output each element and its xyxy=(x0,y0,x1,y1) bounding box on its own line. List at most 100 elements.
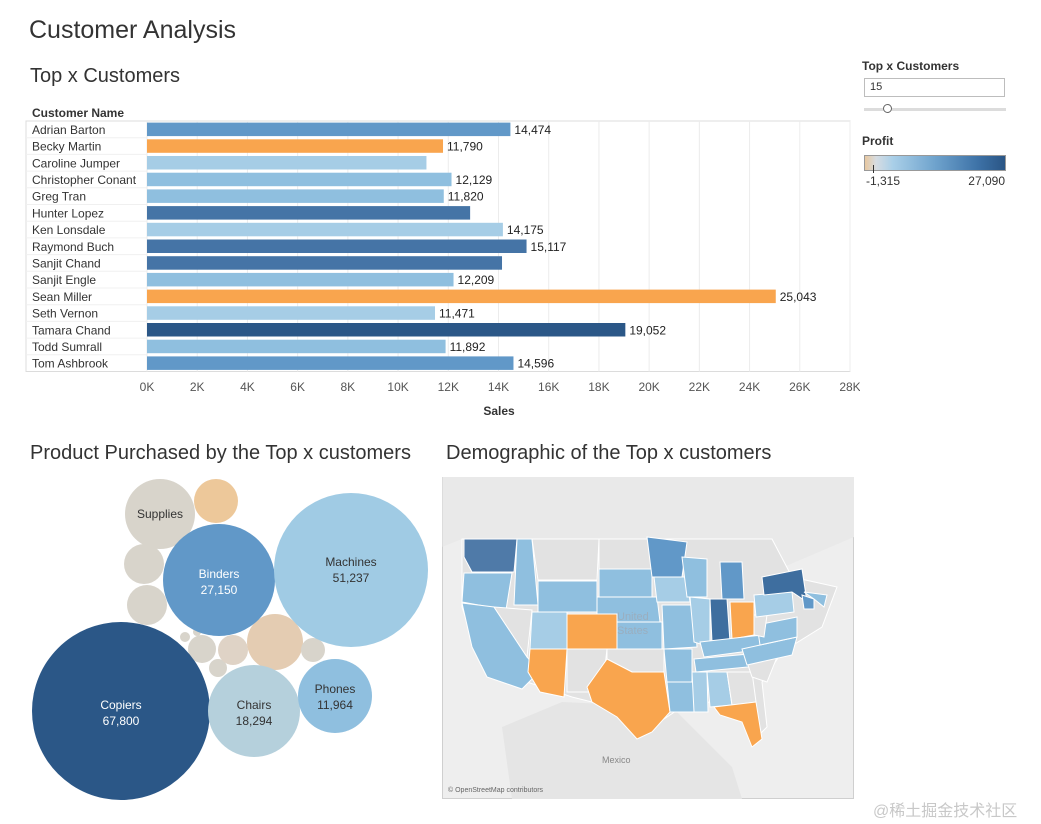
bubble-binders[interactable]: Binders 27,150 xyxy=(163,524,275,636)
sales-bar[interactable] xyxy=(147,339,446,354)
sales-bar[interactable] xyxy=(147,356,514,370)
customer-row[interactable]: Hunter Lopez xyxy=(32,206,471,220)
bubble-copiers-label: Copiers xyxy=(100,698,141,712)
bubble-section-title: Product Purchased by the Top x customers xyxy=(30,442,411,464)
customer-row[interactable]: Ken Lonsdale 14,175 xyxy=(32,222,544,237)
state-virginia[interactable] xyxy=(756,616,798,646)
state-massachusetts[interactable] xyxy=(803,591,828,608)
state-arizona[interactable] xyxy=(527,648,568,698)
bubble-small[interactable] xyxy=(188,635,216,663)
customer-row[interactable]: Tamara Chand 19,052 xyxy=(32,323,666,337)
sales-bar[interactable] xyxy=(147,256,503,270)
profit-legend-zero-tick xyxy=(873,165,874,173)
bubble-small[interactable] xyxy=(194,479,238,523)
x-tick-label: 14K xyxy=(488,380,509,394)
state-arkansas[interactable] xyxy=(663,648,693,683)
demographic-map[interactable]: United States Mexico © OpenStreetMap con… xyxy=(442,477,854,799)
bubble-small[interactable] xyxy=(301,638,325,662)
state-michigan[interactable] xyxy=(719,561,745,600)
customer-row[interactable]: Sean Miller 25,043 xyxy=(32,289,817,304)
customer-row[interactable]: Raymond Buch 15,117 xyxy=(32,239,567,254)
customer-row[interactable]: Seth Vernon 11,471 xyxy=(32,306,475,321)
sales-bar[interactable] xyxy=(147,122,511,137)
x-tick-label: 20K xyxy=(638,380,659,394)
state-indiana[interactable] xyxy=(709,598,731,643)
state-connecticut[interactable] xyxy=(801,594,815,610)
state-new-york[interactable] xyxy=(761,568,808,604)
state-montana[interactable] xyxy=(531,538,600,581)
bubble-chairs-label: Chairs xyxy=(237,698,272,712)
customer-row[interactable]: Adrian Barton 14,474 xyxy=(32,122,551,137)
state-wisconsin[interactable] xyxy=(681,556,708,598)
customer-name-label: Todd Sumrall xyxy=(32,340,102,354)
sales-bar[interactable] xyxy=(147,272,454,287)
state-pennsylvania[interactable] xyxy=(753,591,795,618)
state-missouri[interactable] xyxy=(661,604,698,650)
state-north-dakota[interactable] xyxy=(598,538,653,570)
state-florida[interactable] xyxy=(713,701,763,748)
customer-row[interactable]: Todd Sumrall 11,892 xyxy=(32,339,486,354)
state-nevada[interactable] xyxy=(493,606,533,659)
dashboard-title: Customer Analysis xyxy=(29,16,237,44)
bubble-machines[interactable]: Machines 51,237 xyxy=(274,493,428,647)
customer-row[interactable]: Becky Martin 11,790 xyxy=(32,139,483,154)
top-x-parameter-input[interactable]: 15 xyxy=(864,78,1005,97)
customer-row[interactable]: Sanjit Engle 12,209 xyxy=(32,272,495,287)
state-colorado[interactable] xyxy=(566,613,618,650)
bubble-copiers[interactable]: Copiers 67,800 xyxy=(32,622,210,800)
x-tick-label: 8K xyxy=(341,380,356,394)
customer-name-label: Becky Martin xyxy=(32,140,101,154)
bubble-binders-value: 27,150 xyxy=(201,583,238,597)
x-tick-label: 16K xyxy=(538,380,559,394)
customer-name-label: Tamara Chand xyxy=(32,323,111,337)
customer-row[interactable]: Greg Tran 11,820 xyxy=(32,189,484,204)
state-minnesota[interactable] xyxy=(646,536,688,578)
bubble-chairs[interactable]: Chairs 18,294 xyxy=(208,665,300,757)
bubble-small[interactable] xyxy=(180,632,190,642)
sales-bar[interactable] xyxy=(147,289,776,304)
sales-bar[interactable] xyxy=(147,189,444,203)
top-x-slider-track[interactable] xyxy=(864,108,1006,111)
mexico-land xyxy=(502,702,742,799)
bubble-small[interactable] xyxy=(209,659,227,677)
state-utah[interactable] xyxy=(529,611,568,650)
bubble-small[interactable] xyxy=(124,544,164,584)
bubble-machines-value: 51,237 xyxy=(333,571,370,585)
sales-bar[interactable] xyxy=(147,156,427,170)
x-tick-label: 10K xyxy=(387,380,408,394)
row-header-customer-name: Customer Name xyxy=(32,106,124,120)
bubble-small[interactable] xyxy=(218,635,248,665)
customer-row[interactable]: Christopher Conant 12,129 xyxy=(32,172,493,187)
bubble-small[interactable] xyxy=(247,614,303,670)
customer-row[interactable]: Caroline Jumper xyxy=(32,156,427,170)
bubble-binders-label: Binders xyxy=(199,567,240,581)
state-ohio[interactable] xyxy=(729,601,755,640)
customer-name-label: Sanjit Engle xyxy=(32,273,96,287)
sales-bar[interactable] xyxy=(147,222,503,237)
top-x-slider-thumb[interactable] xyxy=(883,104,892,113)
sales-bar[interactable] xyxy=(147,139,444,153)
state-south-dakota[interactable] xyxy=(598,568,653,598)
x-tick-label: 4K xyxy=(240,380,255,394)
state-texas[interactable] xyxy=(586,658,671,740)
sales-bar[interactable] xyxy=(147,172,452,187)
state-mississippi[interactable] xyxy=(691,671,709,713)
customer-name-label: Greg Tran xyxy=(32,190,86,204)
x-tick-label: 22K xyxy=(689,380,710,394)
sales-bar[interactable] xyxy=(147,206,471,220)
sales-bar[interactable] xyxy=(147,323,626,337)
bubble-phones[interactable]: Phones 11,964 xyxy=(298,659,372,733)
customer-name-label: Sanjit Chand xyxy=(32,256,101,270)
bubble-supplies[interactable]: Supplies xyxy=(125,479,195,549)
customer-name-label: Caroline Jumper xyxy=(32,156,120,170)
customer-row[interactable]: Sanjit Chand xyxy=(32,256,503,270)
bubble-small[interactable] xyxy=(127,585,167,625)
sales-bar[interactable] xyxy=(147,306,436,320)
sales-value-label: 12,129 xyxy=(456,173,493,187)
state-washington[interactable] xyxy=(463,538,518,573)
x-tick-label: 28K xyxy=(839,380,860,394)
sales-bar[interactable] xyxy=(147,239,527,254)
state-wyoming[interactable] xyxy=(537,580,598,613)
customer-row[interactable]: Tom Ashbrook 14,596 xyxy=(32,356,554,371)
customer-name-label: Hunter Lopez xyxy=(32,206,104,220)
